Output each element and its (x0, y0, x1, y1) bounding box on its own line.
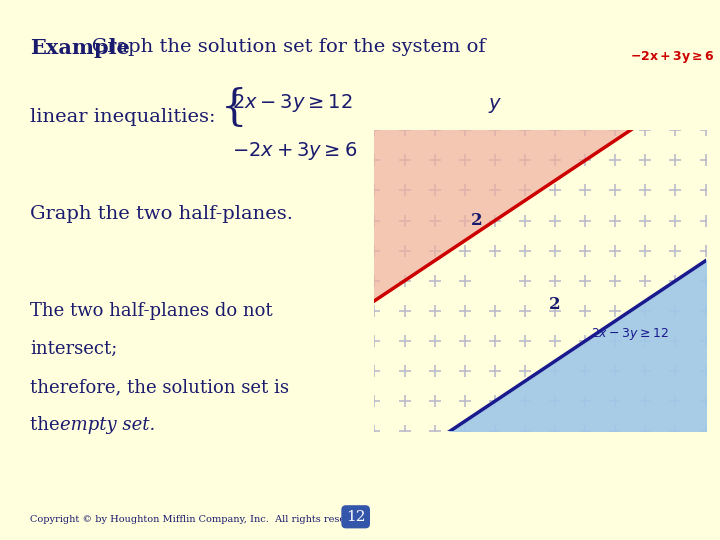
Text: intersect;: intersect; (30, 340, 117, 358)
Text: 2: 2 (471, 212, 483, 229)
Text: linear inequalities:: linear inequalities: (30, 108, 215, 126)
Text: the: the (30, 416, 66, 434)
Text: $2x-3y\geq12$: $2x-3y\geq12$ (232, 92, 353, 114)
Text: Copyright © by Houghton Mifflin Company, Inc.  All rights reserved.: Copyright © by Houghton Mifflin Company,… (30, 515, 371, 524)
Text: Graph the two half-planes.: Graph the two half-planes. (30, 205, 293, 223)
Text: $\mathbf{-2x+3y\geq6}$: $\mathbf{-2x+3y\geq6}$ (630, 49, 715, 65)
Text: Example: Example (30, 38, 130, 58)
Text: {: { (221, 87, 248, 129)
Text: empty set.: empty set. (60, 416, 155, 434)
Text: $2x-3y\geq12$: $2x-3y\geq12$ (591, 326, 670, 342)
Text: $-2x+3y\geq6$: $-2x+3y\geq6$ (232, 140, 357, 163)
Text: therefore, the solution set is: therefore, the solution set is (30, 378, 289, 396)
Text: 12: 12 (346, 510, 366, 524)
Text: $y$: $y$ (487, 96, 502, 115)
Text: 2: 2 (549, 296, 561, 313)
Text: : Graph the solution set for the system of: : Graph the solution set for the system … (78, 38, 485, 56)
Text: The two half-planes do not: The two half-planes do not (30, 302, 273, 320)
